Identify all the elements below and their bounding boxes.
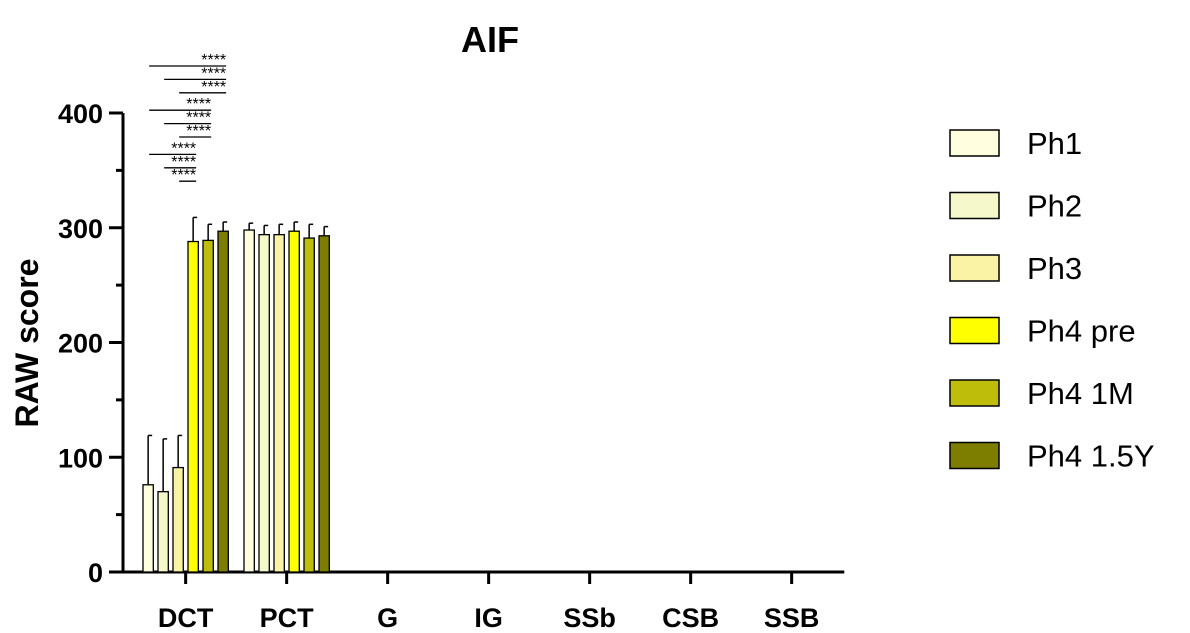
significance-label: ****: [201, 65, 226, 82]
y-tick-label: 400: [58, 99, 103, 129]
bar: [288, 230, 300, 573]
legend-swatch: [949, 441, 1000, 470]
y-tick-label: 0: [88, 558, 103, 588]
significance-label: ****: [201, 52, 226, 69]
error-bars: [147, 216, 329, 492]
y-axis-label: RAW score: [9, 259, 45, 428]
x-tick-label: IG: [474, 603, 503, 633]
legend-swatch: [949, 191, 1000, 220]
bar: [303, 237, 315, 573]
bar: [217, 230, 229, 573]
y-tick-label: 100: [58, 443, 103, 473]
x-tick-label: DCT: [158, 603, 214, 633]
y-tick-label: 200: [58, 329, 103, 359]
x-tick-label: PCT: [260, 603, 315, 633]
x-tick-label: SSB: [764, 603, 820, 633]
legend-label: Ph1: [1027, 126, 1082, 161]
bars: [142, 229, 330, 573]
bar: [157, 491, 169, 573]
significance-annotations: ************************************: [149, 52, 227, 184]
legend: Ph1 Ph2 Ph3 Ph4 pre Ph4 1M Ph4 1.5Y: [949, 126, 1155, 474]
significance-label: ****: [201, 79, 226, 96]
legend-label: Ph4 pre: [1027, 314, 1136, 349]
x-tick-label: SSb: [563, 603, 616, 633]
x-tick-label: CSB: [662, 603, 719, 633]
legend-swatch: [949, 316, 1000, 345]
bar: [318, 235, 330, 573]
significance-label: ****: [186, 123, 211, 140]
legend-swatch: [949, 379, 1000, 407]
legend-label: Ph4 1M: [1027, 376, 1134, 411]
bar: [202, 239, 214, 573]
legend-label: Ph4 1.5Y: [1027, 439, 1155, 474]
axes: 0 100 200 300 400 DCT PCT G IG SSb CSB SSB: [58, 99, 845, 633]
significance-label: ****: [171, 154, 196, 171]
bar: [172, 466, 184, 573]
y-tick-label: 300: [58, 214, 103, 244]
significance-label: ****: [171, 167, 196, 184]
significance-label: ****: [186, 96, 211, 113]
significance-label: ****: [171, 140, 196, 157]
x-tick-label: G: [377, 603, 398, 633]
bar: [142, 484, 154, 573]
bar: [243, 229, 255, 573]
bar: [273, 233, 285, 573]
chart-title: AIF: [461, 19, 519, 60]
legend-swatch: [949, 129, 1000, 157]
significance-label: ****: [186, 110, 211, 127]
bar: [187, 240, 199, 573]
legend-swatch: [949, 254, 1000, 282]
legend-label: Ph2: [1027, 189, 1082, 224]
legend-label: Ph3: [1027, 251, 1082, 286]
bar: [258, 233, 270, 573]
